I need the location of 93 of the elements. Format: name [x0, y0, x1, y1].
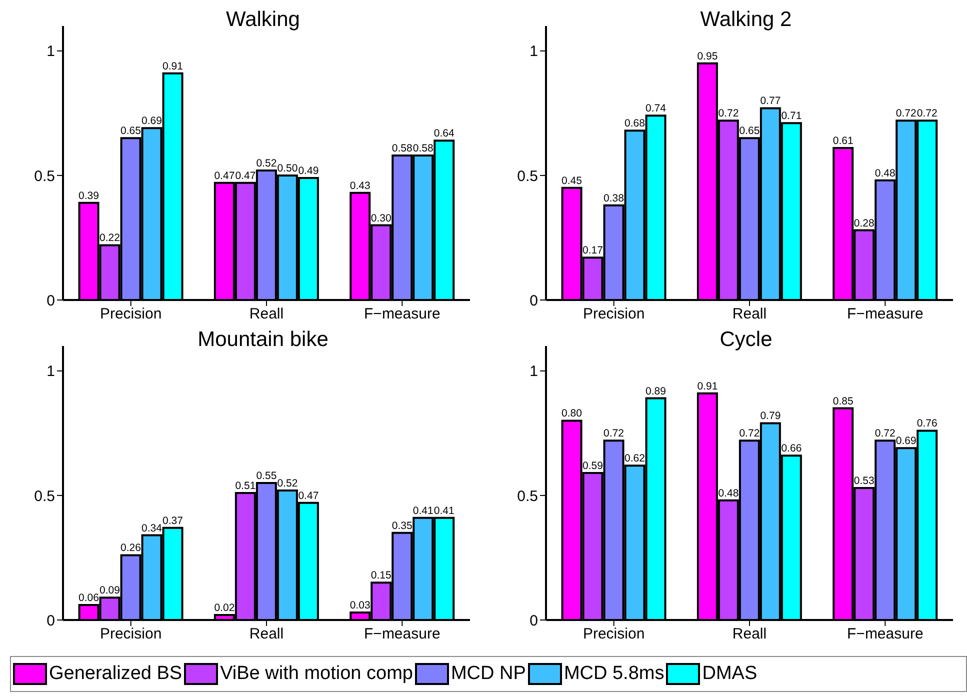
x-tick-label: Precision — [582, 306, 645, 323]
y-tick-label: 0 — [46, 292, 55, 310]
x-tick-label: Precision — [100, 626, 162, 643]
data-label: 0.26 — [120, 542, 142, 554]
data-label: 0.39 — [78, 190, 100, 202]
data-label: 0.65 — [739, 125, 760, 138]
data-label: 0.45 — [562, 174, 582, 187]
data-label: 0.89 — [646, 385, 666, 398]
y-tick-label: 1 — [46, 363, 55, 380]
data-label: 0.85 — [832, 395, 854, 408]
data-label: 0.47 — [214, 170, 235, 182]
y-tick-label: 0 — [530, 612, 538, 630]
y-tick-label: 0.5 — [34, 488, 55, 505]
chart-title: Walking 2 — [699, 8, 793, 32]
legend-label: DMAS — [702, 663, 758, 685]
data-label: 0.72 — [739, 428, 760, 440]
data-label: 0.50 — [277, 162, 298, 174]
data-label: 0.47 — [298, 490, 319, 502]
data-label: 0.48 — [718, 487, 739, 500]
y-tick-label: 1 — [530, 363, 538, 380]
data-label: 0.77 — [760, 95, 781, 108]
data-label: 0.65 — [120, 125, 142, 138]
x-tick-label: F−measure — [364, 626, 440, 643]
data-label: 0.41 — [412, 504, 434, 517]
data-label: 0.69 — [142, 115, 162, 128]
x-tick-label: F−measure — [364, 306, 440, 323]
y-tick-label: 0.5 — [517, 168, 538, 185]
data-label: 0.58 — [392, 142, 412, 155]
x-tick-label: Reall — [249, 306, 284, 323]
chart-title: Mountain bike — [196, 328, 330, 352]
y-tick-label: 0 — [530, 292, 538, 310]
y-tick-label: 1 — [530, 43, 538, 60]
legend-label: Generalized BS — [49, 663, 182, 685]
data-label: 0.61 — [832, 135, 854, 148]
data-label: 0.72 — [718, 108, 739, 120]
data-label: 0.72 — [896, 108, 916, 120]
data-label: 0.74 — [646, 102, 666, 115]
legend-label: MCD 5.8ms — [564, 663, 664, 685]
data-label: 0.69 — [896, 435, 916, 448]
y-tick-label: 0.5 — [517, 488, 538, 505]
data-label: 0.37 — [162, 514, 184, 527]
data-label: 0.52 — [277, 477, 298, 490]
y-tick-label: 0 — [46, 612, 55, 630]
data-label: 0.64 — [434, 128, 454, 140]
data-label: 0.09 — [100, 584, 120, 597]
data-label: 0.53 — [854, 474, 874, 487]
data-label: 0.02 — [214, 602, 235, 614]
data-label: 0.95 — [697, 50, 718, 62]
data-label: 0.62 — [624, 452, 646, 465]
data-label: 0.51 — [235, 480, 256, 492]
data-label: 0.72 — [916, 108, 938, 120]
data-label: 0.71 — [781, 110, 802, 122]
data-label: 0.38 — [604, 192, 624, 204]
data-label: 0.59 — [582, 460, 604, 472]
data-label: 0.17 — [582, 244, 604, 257]
data-label: 0.34 — [142, 522, 162, 534]
data-label: 0.68 — [624, 118, 646, 130]
data-label: 0.30 — [370, 212, 392, 224]
x-tick-label: Reall — [732, 626, 767, 643]
data-label: 0.52 — [256, 157, 277, 170]
data-label: 0.43 — [350, 180, 370, 192]
legend-label: ViBe with motion comp — [220, 663, 413, 685]
x-tick-label: F−measure — [847, 306, 924, 323]
data-label: 0.48 — [874, 167, 896, 180]
chart-title: Walking — [225, 8, 301, 32]
data-label: 0.55 — [256, 470, 277, 482]
data-label: 0.47 — [235, 170, 256, 182]
legend-label: MCD NP — [450, 663, 526, 685]
x-tick-label: Precision — [582, 626, 645, 643]
data-label: 0.72 — [874, 428, 896, 440]
data-label: 0.72 — [604, 428, 624, 440]
data-label: 0.91 — [162, 60, 184, 72]
data-label: 0.41 — [434, 504, 454, 517]
data-label: 0.58 — [412, 142, 434, 155]
data-label: 0.79 — [760, 410, 781, 422]
data-label: 0.49 — [298, 164, 319, 177]
data-label: 0.28 — [854, 217, 874, 230]
data-label: 0.15 — [370, 570, 392, 582]
data-label: 0.80 — [562, 408, 582, 420]
data-label: 0.35 — [392, 520, 412, 532]
data-label: 0.76 — [916, 418, 938, 430]
x-tick-label: F−measure — [847, 626, 924, 643]
x-tick-label: Precision — [100, 306, 162, 323]
data-label: 0.03 — [350, 600, 370, 612]
data-label: 0.91 — [697, 380, 718, 392]
chart-title: Cycle — [718, 328, 774, 352]
data-label: 0.06 — [78, 592, 100, 604]
x-tick-label: Reall — [732, 306, 767, 323]
data-label: 0.66 — [781, 442, 802, 455]
y-tick-label: 0.5 — [34, 168, 55, 185]
x-tick-label: Reall — [249, 626, 284, 643]
data-label: 0.22 — [100, 232, 120, 244]
y-tick-label: 1 — [46, 43, 55, 60]
